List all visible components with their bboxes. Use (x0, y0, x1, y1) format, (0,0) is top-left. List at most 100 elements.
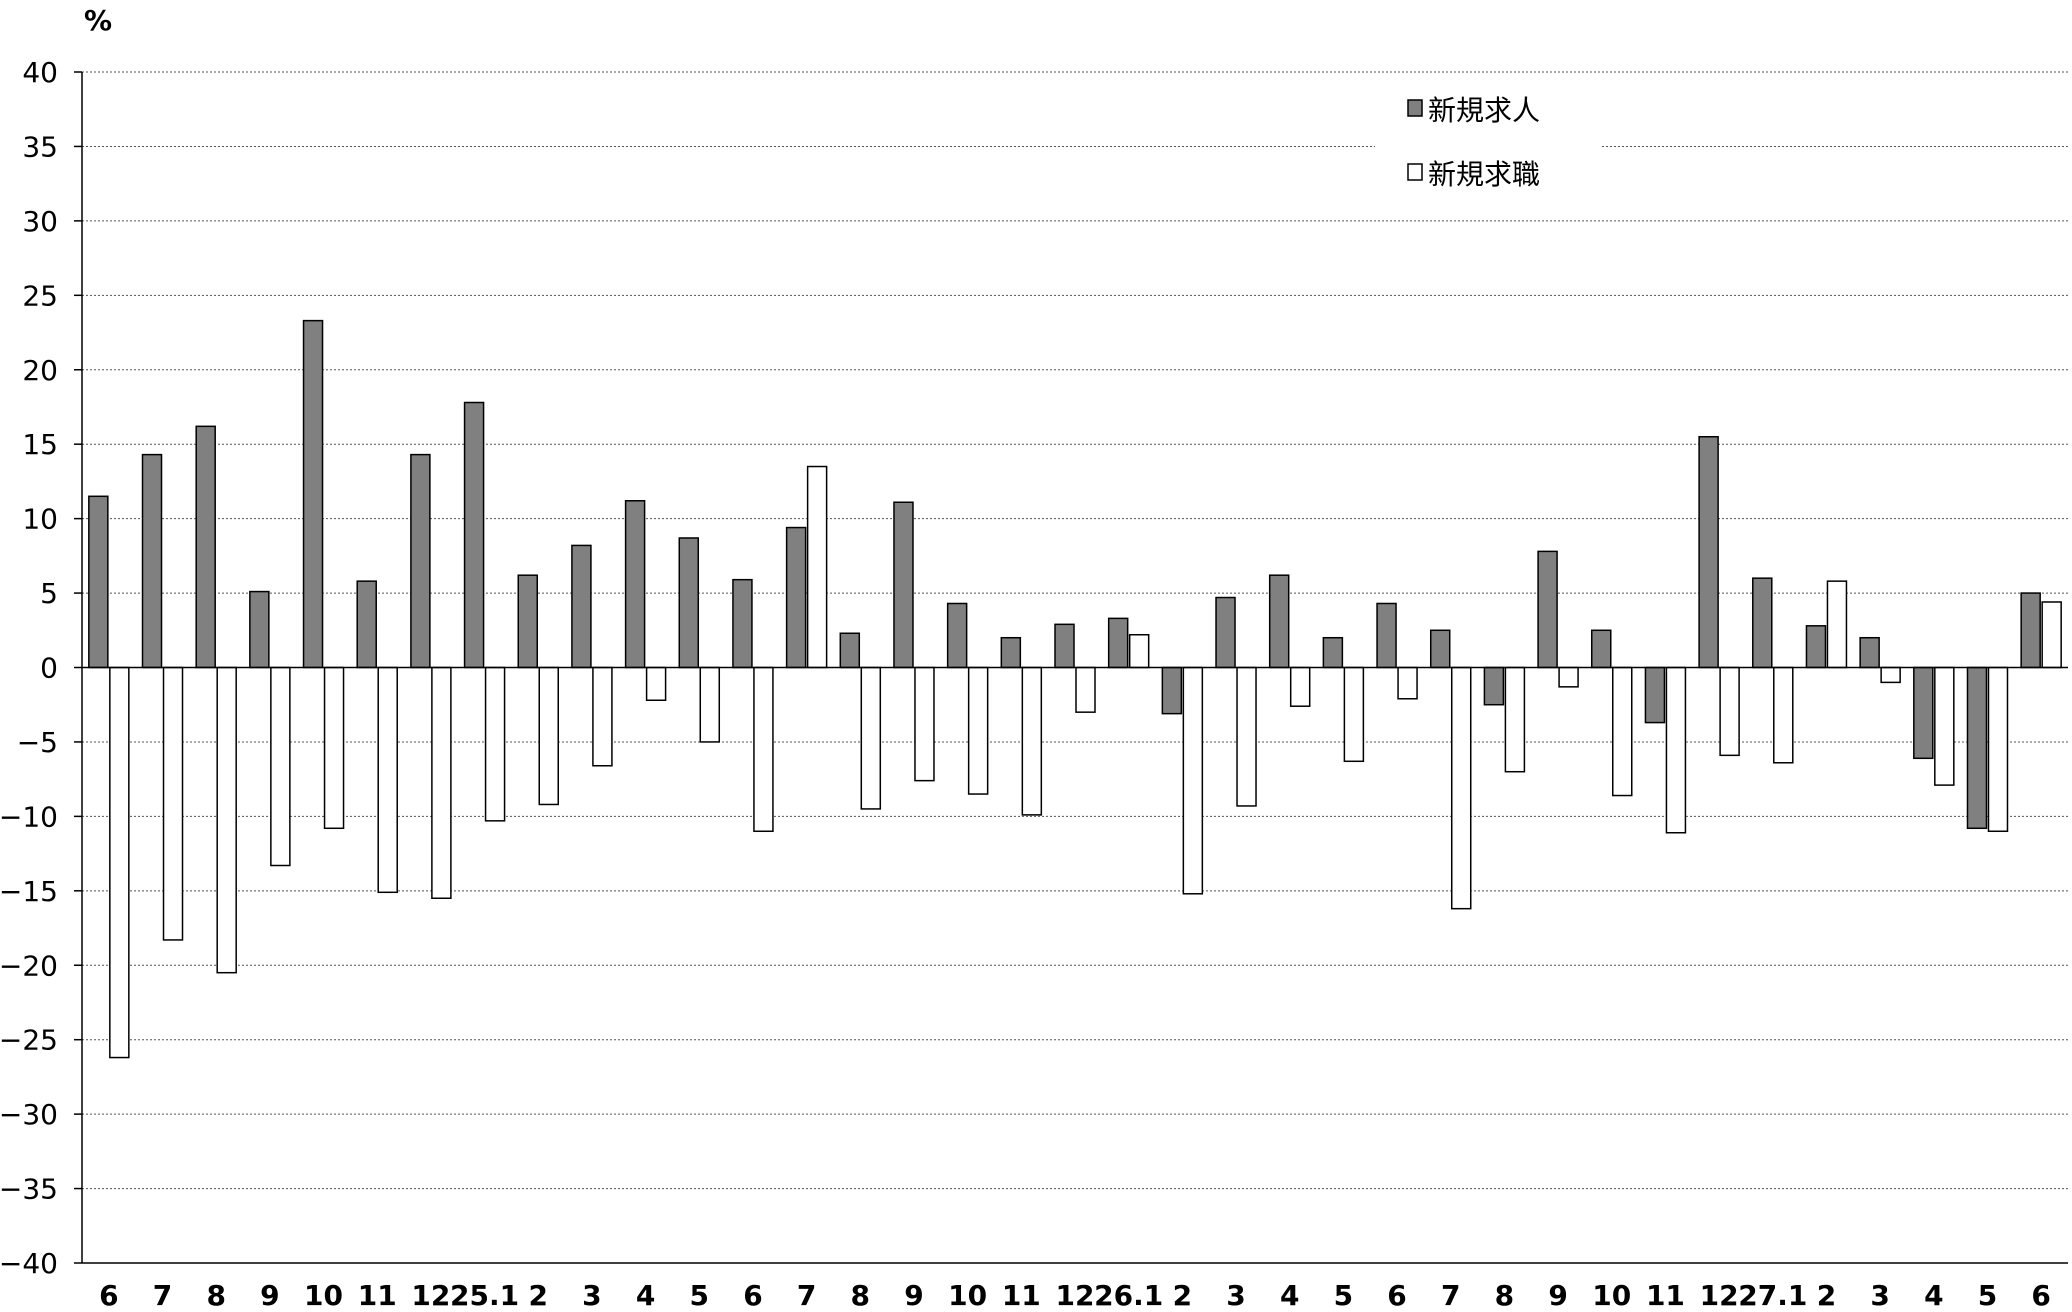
x-tick-label: 12 (1700, 1279, 1739, 1308)
bar-new-job-seekers (1021, 666, 1043, 816)
x-tick-label: 7 (153, 1279, 172, 1308)
bar-new-job-offers (1215, 596, 1236, 669)
x-tick-label: 8 (1495, 1279, 1514, 1308)
y-tick-label: 0 (40, 652, 58, 685)
x-tick-label: 12 (411, 1279, 450, 1308)
x-tick-label: 25.1 (450, 1279, 519, 1308)
bar-new-job-offers (1752, 577, 1773, 669)
bar-new-job-offers (1483, 666, 1505, 706)
x-tick-label: 9 (260, 1279, 279, 1308)
x-tick-label: 2 (529, 1279, 548, 1308)
bar-new-job-seekers (753, 666, 774, 833)
bar-new-job-offers (195, 425, 216, 669)
bar-new-job-seekers (1773, 666, 1794, 764)
bar-new-job-offers (1000, 636, 1022, 669)
x-tick-label: 6 (1387, 1279, 1406, 1308)
bar-new-job-seekers (1182, 666, 1204, 895)
bar-new-job-seekers (1558, 666, 1579, 688)
bar-new-job-seekers (967, 666, 989, 795)
bar-new-job-seekers (645, 666, 667, 702)
x-tick-label: 4 (1280, 1279, 1299, 1308)
x-tick-label: 10 (1592, 1279, 1631, 1308)
bar-new-job-seekers (1343, 666, 1365, 763)
bar-new-job-offers (1376, 602, 1397, 669)
legend-swatch (1407, 99, 1423, 117)
bar-new-job-offers (1913, 666, 1934, 760)
x-tick-label: 5 (1978, 1279, 1997, 1308)
bar-new-job-offers (1322, 636, 1344, 669)
x-tick-label: 11 (358, 1279, 397, 1308)
bar-new-job-seekers (270, 666, 291, 867)
bar-new-job-offers (1161, 666, 1183, 715)
bar-new-job-offers (1805, 625, 1827, 669)
bar-new-job-seekers (1504, 666, 1526, 773)
legend-swatch (1407, 163, 1423, 181)
bar-new-job-seekers (109, 666, 130, 1059)
y-tick-label: 25 (22, 279, 58, 312)
bar-new-job-offers (1644, 666, 1666, 724)
bar-new-job-seekers (216, 666, 237, 974)
bar-new-job-seekers (860, 666, 882, 810)
x-tick-label: 9 (904, 1279, 923, 1308)
bar-new-job-offers (839, 632, 861, 669)
bar-new-job-seekers (1934, 666, 1955, 786)
bar-new-job-offers (678, 537, 700, 669)
bar-new-job-offers (571, 544, 592, 669)
bar-new-job-offers (785, 526, 807, 669)
y-tick-label: 30 (22, 205, 58, 238)
y-tick-label: 5 (40, 577, 58, 610)
x-tick-label: 7 (797, 1279, 816, 1308)
x-tick-label: 10 (304, 1279, 343, 1308)
bar-new-job-offers (1859, 636, 1880, 669)
x-tick-label: 3 (1870, 1279, 1889, 1308)
legend-label: 新規求職 (1428, 158, 1540, 191)
x-tick-label: 3 (1226, 1279, 1245, 1308)
bar-new-job-offers (946, 602, 968, 669)
bar-new-job-offers (302, 319, 324, 669)
bar-new-job-offers (624, 500, 646, 669)
y-tick-label: −15 (0, 875, 58, 908)
x-tick-label: 4 (1924, 1279, 1943, 1308)
x-tick-label: 4 (636, 1279, 655, 1308)
bar-new-job-offers (732, 578, 753, 669)
x-tick-label: 6 (743, 1279, 762, 1308)
legend-label: 新規求人 (1428, 94, 1540, 127)
bar-new-job-offers (1591, 629, 1612, 669)
bar-new-job-seekers (1289, 666, 1311, 707)
y-tick-label: −35 (0, 1173, 58, 1206)
grid-layer (82, 71, 2068, 1264)
bar-new-job-seekers (1826, 580, 1848, 669)
x-tick-label: 7 (1441, 1279, 1460, 1308)
bar-new-job-seekers (1128, 633, 1150, 669)
bar-new-job-seekers (806, 465, 828, 669)
bar-new-job-offers (1054, 623, 1075, 669)
y-tick-label: 15 (22, 428, 58, 461)
bar-new-job-seekers (484, 666, 506, 822)
y-tick-label: −5 (17, 726, 58, 759)
bar-new-job-seekers (1075, 666, 1096, 713)
x-tick-label: 8 (206, 1279, 225, 1308)
bar-new-job-seekers (377, 666, 398, 894)
bars-layer (88, 319, 2062, 1059)
bar-new-job-seekers (1987, 666, 2009, 833)
bar-new-job-offers (1698, 435, 1719, 669)
x-tick-label: 5 (690, 1279, 709, 1308)
bar-new-job-seekers (538, 666, 559, 806)
bar-new-job-offers (1268, 574, 1290, 669)
bar-new-job-offers (1537, 550, 1558, 669)
bar-new-job-seekers (1450, 666, 1472, 910)
bar-new-job-offers (1966, 666, 1988, 830)
x-tick-label: 2 (1173, 1279, 1192, 1308)
bar-new-job-seekers (1719, 666, 1740, 757)
x-tick-label: 12 (1056, 1279, 1095, 1308)
y-tick-label: −10 (0, 800, 58, 833)
bar-new-job-seekers (914, 666, 935, 782)
bar-new-job-offers (356, 580, 377, 669)
bar-new-job-seekers (1880, 666, 1901, 684)
bar-new-job-offers (1429, 629, 1451, 669)
bar-new-job-seekers (2041, 601, 2062, 669)
x-tick-label: 5 (1334, 1279, 1353, 1308)
bar-new-job-seekers (1612, 666, 1633, 797)
